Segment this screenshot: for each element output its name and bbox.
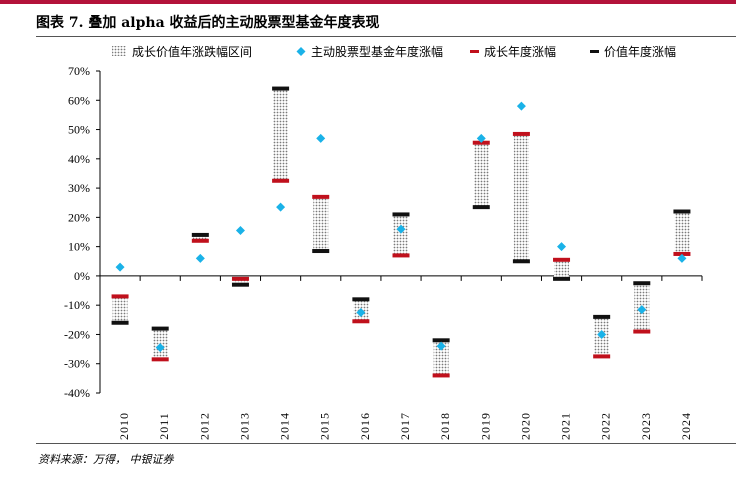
y-tick-label: 60% xyxy=(68,93,90,107)
active-fund-marker xyxy=(597,329,607,339)
value-marker xyxy=(191,232,209,237)
title-rule xyxy=(36,36,736,37)
growth-marker xyxy=(231,276,249,281)
chart-title: 图表 7. 叠加 alpha 收益后的主动股票型基金年度表现 xyxy=(36,15,380,31)
active-fund-marker xyxy=(396,224,406,234)
y-tick-label: 30% xyxy=(68,181,90,195)
value-marker xyxy=(593,314,611,319)
x-tick-label: 2015 xyxy=(318,412,332,440)
active-fund-marker xyxy=(516,101,526,111)
growth-marker xyxy=(512,131,530,136)
x-tick-label: 2010 xyxy=(117,412,131,440)
y-tick-label: 10% xyxy=(68,240,90,254)
active-fund-marker xyxy=(115,262,125,272)
y-tick-label: -40% xyxy=(64,386,90,400)
value-marker xyxy=(231,282,249,287)
plot-area xyxy=(111,86,691,378)
legend-value-label: 价值年度涨幅 xyxy=(604,44,676,59)
active-fund-marker xyxy=(677,253,687,263)
y-tick-label: 50% xyxy=(68,123,90,137)
x-tick-label: 2012 xyxy=(197,412,211,440)
value-marker xyxy=(472,205,490,210)
active-fund-marker xyxy=(356,308,366,317)
value-marker xyxy=(272,86,290,91)
range-bar xyxy=(313,196,329,252)
range-bar xyxy=(473,142,489,208)
source-rule xyxy=(36,443,736,444)
x-tick-label: 2018 xyxy=(438,412,452,440)
active-fund-marker xyxy=(316,133,326,143)
x-tick-label: 2011 xyxy=(157,412,171,440)
y-tick-label: -10% xyxy=(64,298,90,312)
value-marker xyxy=(512,259,530,264)
range-bar xyxy=(192,234,208,241)
value-marker xyxy=(312,249,330,254)
value-marker xyxy=(392,212,410,217)
growth-marker xyxy=(593,354,611,359)
active-fund-marker xyxy=(436,341,446,351)
legend-value-icon xyxy=(590,50,599,53)
legend-range-label: 成长价值年涨跌幅区间 xyxy=(132,44,252,59)
legend: 成长价值年涨跌幅区间 主动股票型基金年度涨幅 成长年度涨幅 价值年度涨幅 xyxy=(112,44,676,59)
legend-growth-label: 成长年度涨幅 xyxy=(484,44,556,59)
x-tick-label: 2024 xyxy=(679,412,693,440)
growth-marker xyxy=(633,329,651,334)
y-axis: -40% -30% -20% -10% 0% 10% 20% 30% 40% 50% 60% 70% 2… xyxy=(64,64,703,440)
source-note: 资料来源：万得， 中银证券 xyxy=(38,453,174,466)
y-tick-label: 20% xyxy=(68,210,90,224)
value-marker xyxy=(432,338,450,343)
range-bar xyxy=(112,296,128,323)
range-bar xyxy=(554,259,570,279)
legend-range-swatch xyxy=(112,46,126,56)
active-fund-marker xyxy=(476,133,486,143)
x-tick-label: 2023 xyxy=(639,412,653,440)
legend-active-icon xyxy=(296,47,306,56)
value-marker xyxy=(673,209,691,214)
growth-marker xyxy=(312,194,330,199)
x-tick-label: 2019 xyxy=(478,412,492,440)
active-fund-marker xyxy=(195,253,205,263)
range-bar xyxy=(674,211,690,254)
range-bar xyxy=(393,214,409,256)
value-marker xyxy=(553,276,571,281)
value-marker xyxy=(151,326,169,331)
x-tick-label: 2013 xyxy=(237,412,251,440)
x-tick-label: 2014 xyxy=(278,412,292,440)
range-bar xyxy=(433,340,449,376)
chart: 成长价值年涨跌幅区间 主动股票型基金年度涨幅 成长年度涨幅 价值年度涨幅 -40% -3… xyxy=(64,44,703,440)
x-tick-label: 2020 xyxy=(518,412,532,440)
range-bar xyxy=(232,278,248,285)
y-tick-label: 70% xyxy=(68,64,90,78)
growth-marker xyxy=(272,178,290,183)
range-bar xyxy=(513,133,529,262)
growth-marker xyxy=(392,253,410,258)
y-tick-label: 40% xyxy=(68,152,90,166)
y-tick-label: 0% xyxy=(74,269,90,283)
x-tick-label: 2021 xyxy=(559,412,573,440)
growth-marker xyxy=(352,319,370,324)
x-tick-label: 2016 xyxy=(358,412,372,440)
growth-marker xyxy=(151,357,169,362)
legend-growth-icon xyxy=(470,50,479,53)
growth-marker xyxy=(432,373,450,378)
range-bar xyxy=(273,88,289,181)
growth-marker xyxy=(553,257,571,262)
y-tick-label: -20% xyxy=(64,327,90,341)
active-fund-marker xyxy=(276,202,286,212)
growth-marker xyxy=(191,238,209,243)
active-fund-marker xyxy=(637,305,647,315)
growth-marker xyxy=(111,294,129,299)
active-fund-marker xyxy=(155,343,165,353)
value-marker xyxy=(352,297,370,302)
y-tick-label: -30% xyxy=(64,357,90,371)
x-tick-label: 2022 xyxy=(599,412,613,440)
value-marker xyxy=(111,320,129,325)
active-fund-marker xyxy=(235,226,245,236)
value-marker xyxy=(633,281,651,286)
top-accent-bar xyxy=(0,0,736,4)
x-tick-label: 2017 xyxy=(398,412,412,440)
legend-active-label: 主动股票型基金年度涨幅 xyxy=(311,44,443,59)
active-fund-marker xyxy=(557,242,567,252)
